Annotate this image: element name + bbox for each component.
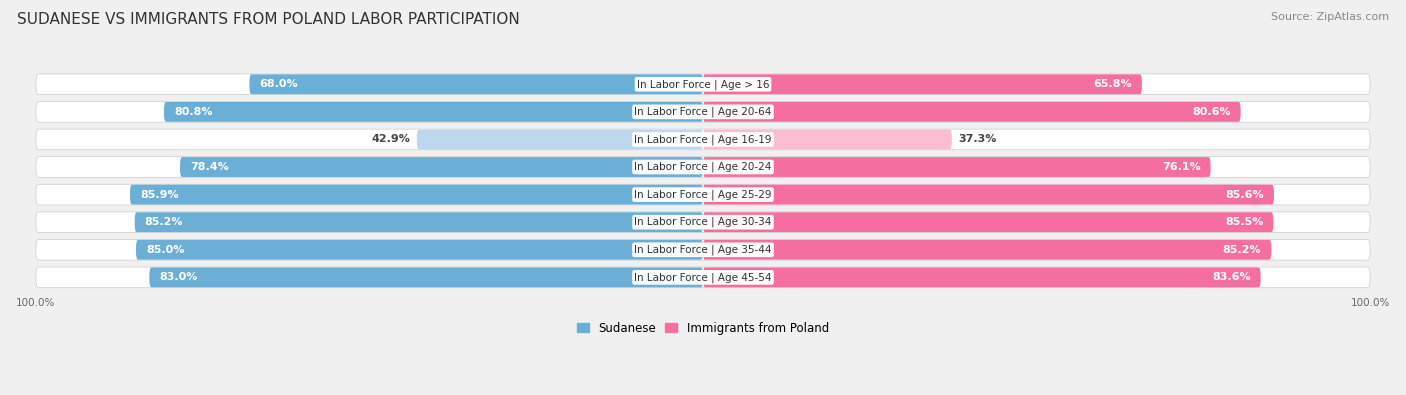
Text: 80.6%: 80.6% <box>1192 107 1230 117</box>
FancyBboxPatch shape <box>37 102 1369 122</box>
FancyBboxPatch shape <box>37 267 1369 288</box>
Text: 85.0%: 85.0% <box>146 245 184 255</box>
Text: In Labor Force | Age 20-64: In Labor Force | Age 20-64 <box>634 107 772 117</box>
Text: 68.0%: 68.0% <box>260 79 298 89</box>
FancyBboxPatch shape <box>416 130 703 149</box>
FancyBboxPatch shape <box>703 102 1240 122</box>
FancyBboxPatch shape <box>37 239 1369 260</box>
Text: 85.2%: 85.2% <box>1223 245 1261 255</box>
Text: In Labor Force | Age 45-54: In Labor Force | Age 45-54 <box>634 272 772 282</box>
FancyBboxPatch shape <box>703 74 1142 94</box>
Text: SUDANESE VS IMMIGRANTS FROM POLAND LABOR PARTICIPATION: SUDANESE VS IMMIGRANTS FROM POLAND LABOR… <box>17 12 520 27</box>
Text: 83.6%: 83.6% <box>1212 273 1250 282</box>
Text: 65.8%: 65.8% <box>1094 79 1132 89</box>
FancyBboxPatch shape <box>703 212 1274 232</box>
FancyBboxPatch shape <box>703 267 1261 287</box>
FancyBboxPatch shape <box>135 212 703 232</box>
FancyBboxPatch shape <box>37 74 1369 95</box>
Text: 85.6%: 85.6% <box>1226 190 1264 199</box>
Text: 78.4%: 78.4% <box>190 162 229 172</box>
Text: 42.9%: 42.9% <box>371 134 411 145</box>
FancyBboxPatch shape <box>703 185 1274 205</box>
FancyBboxPatch shape <box>249 74 703 94</box>
FancyBboxPatch shape <box>165 102 703 122</box>
FancyBboxPatch shape <box>703 130 952 149</box>
FancyBboxPatch shape <box>703 157 1211 177</box>
Text: 80.8%: 80.8% <box>174 107 212 117</box>
Text: Source: ZipAtlas.com: Source: ZipAtlas.com <box>1271 12 1389 22</box>
FancyBboxPatch shape <box>37 184 1369 205</box>
Text: In Labor Force | Age 30-34: In Labor Force | Age 30-34 <box>634 217 772 228</box>
Text: 85.2%: 85.2% <box>145 217 183 227</box>
Text: In Labor Force | Age 16-19: In Labor Force | Age 16-19 <box>634 134 772 145</box>
FancyBboxPatch shape <box>703 240 1271 260</box>
Text: 76.1%: 76.1% <box>1161 162 1201 172</box>
Text: 85.5%: 85.5% <box>1225 217 1264 227</box>
Text: 37.3%: 37.3% <box>959 134 997 145</box>
FancyBboxPatch shape <box>37 157 1369 177</box>
Text: 83.0%: 83.0% <box>159 273 198 282</box>
Text: In Labor Force | Age 35-44: In Labor Force | Age 35-44 <box>634 245 772 255</box>
Text: 85.9%: 85.9% <box>141 190 179 199</box>
Text: In Labor Force | Age 20-24: In Labor Force | Age 20-24 <box>634 162 772 172</box>
Text: In Labor Force | Age 25-29: In Labor Force | Age 25-29 <box>634 189 772 200</box>
FancyBboxPatch shape <box>180 157 703 177</box>
FancyBboxPatch shape <box>129 185 703 205</box>
FancyBboxPatch shape <box>37 129 1369 150</box>
FancyBboxPatch shape <box>37 212 1369 233</box>
FancyBboxPatch shape <box>136 240 703 260</box>
Text: In Labor Force | Age > 16: In Labor Force | Age > 16 <box>637 79 769 90</box>
Legend: Sudanese, Immigrants from Poland: Sudanese, Immigrants from Poland <box>572 317 834 340</box>
FancyBboxPatch shape <box>149 267 703 287</box>
